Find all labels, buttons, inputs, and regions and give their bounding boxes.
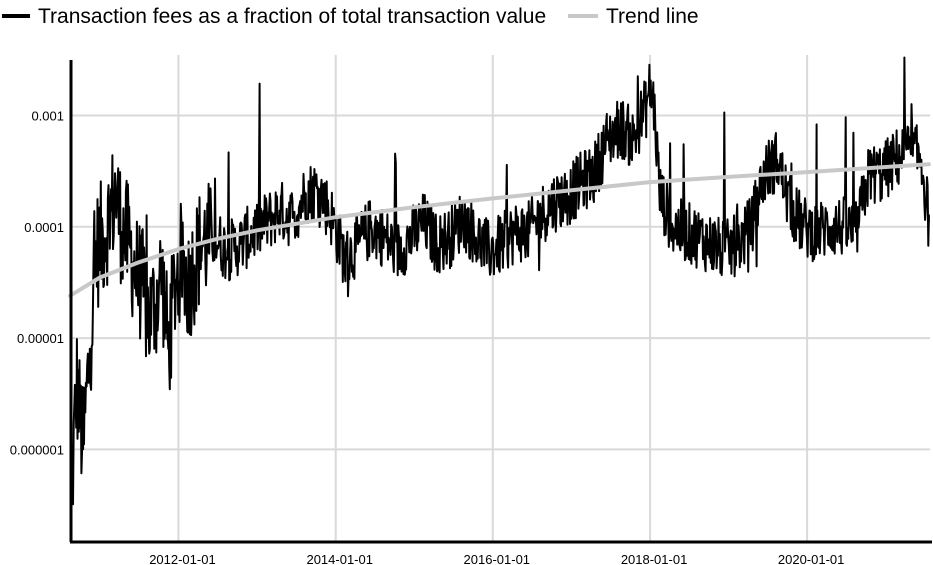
axes [69, 60, 932, 544]
x-tick-label: 2016-01-01 [464, 552, 531, 565]
x-tick-label: 2018-01-01 [621, 552, 688, 565]
y-tick-label: 0.00001 [17, 331, 64, 346]
y-tick-label: 0.001 [31, 109, 64, 124]
x-tick-label: 2020-01-01 [778, 552, 845, 565]
y-tick-label: 0.000001 [10, 442, 64, 457]
legend-label-fees: Transaction fees as a fraction of total … [38, 5, 546, 28]
legend: Transaction fees as a fraction of total … [2, 5, 699, 28]
x-tick-label: 2012-01-01 [149, 552, 216, 565]
series-line-trend [68, 162, 931, 298]
legend-label-trend: Trend line [606, 5, 699, 28]
y-tick-labels: 0.001 0.0001 0.00001 0.000001 [10, 109, 64, 458]
y-tick-label: 0.0001 [24, 220, 64, 235]
x-tick-label: 2014-01-01 [306, 552, 373, 565]
x-tick-labels: 2012-01-01 2014-01-01 2016-01-01 2018-01-01… [149, 552, 844, 565]
series-line-fees [70, 56, 930, 509]
series-layer [68, 56, 931, 509]
